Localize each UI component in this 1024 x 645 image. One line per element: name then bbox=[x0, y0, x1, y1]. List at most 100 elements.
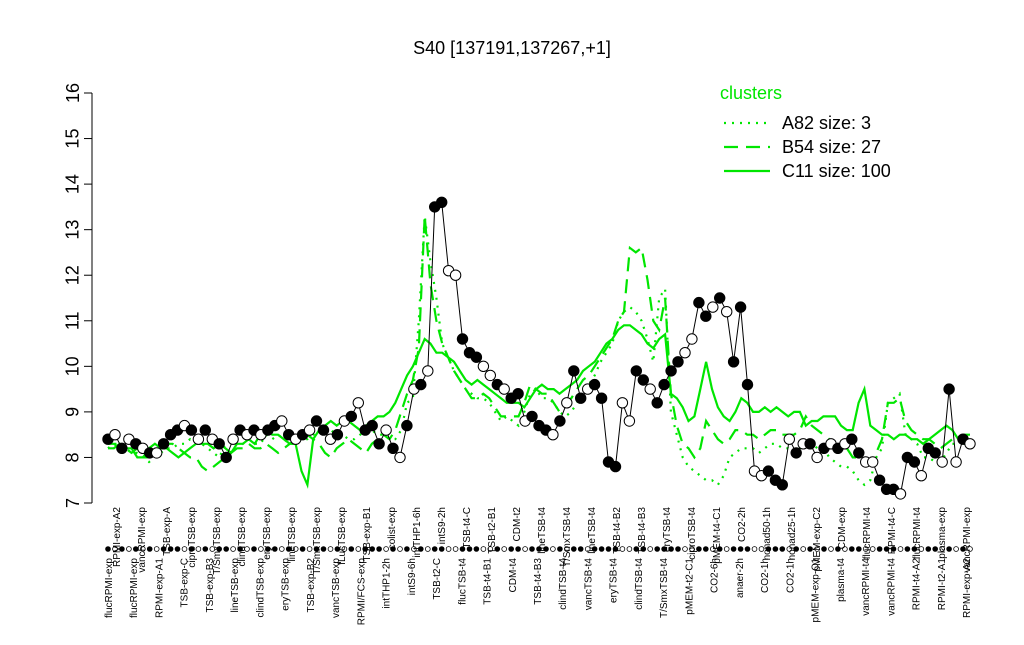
rug-marker bbox=[355, 546, 362, 552]
legend-label: B54 size: 27 bbox=[782, 137, 881, 157]
data-point bbox=[665, 365, 677, 377]
y-tick-label: 7 bbox=[63, 498, 83, 508]
rug-marker bbox=[390, 546, 396, 552]
rug-marker bbox=[953, 546, 959, 552]
x-tick-label: pMEM-exp-C2 bbox=[812, 507, 823, 572]
rug-marker bbox=[633, 546, 640, 552]
rug-marker bbox=[494, 546, 501, 552]
rug-marker bbox=[779, 546, 786, 552]
x-tick-label: colist-exp bbox=[387, 507, 398, 550]
x-tick-label: T/SmxTSB-exp bbox=[312, 507, 323, 575]
rug-marker bbox=[341, 546, 348, 552]
rug-marker bbox=[424, 546, 431, 552]
rug-marker bbox=[383, 546, 389, 552]
data-point bbox=[811, 451, 823, 464]
data-point bbox=[575, 392, 587, 404]
rug-marker bbox=[744, 546, 751, 552]
rug-marker bbox=[153, 546, 160, 552]
rug-marker bbox=[174, 546, 181, 552]
data-point bbox=[394, 451, 406, 464]
rug-marker bbox=[487, 546, 494, 552]
y-axis: 7 8 9 10 11 12 13 14 15 16 bbox=[63, 83, 93, 508]
rug-marker bbox=[869, 546, 876, 552]
data-point bbox=[512, 388, 524, 400]
rug-marker bbox=[417, 546, 424, 552]
data-point bbox=[741, 378, 754, 391]
data-point bbox=[352, 397, 364, 409]
rug-marker bbox=[751, 546, 758, 552]
data-point bbox=[484, 369, 496, 382]
x-tick-label: fLucTSB-exp bbox=[337, 507, 348, 565]
data-point bbox=[943, 383, 955, 395]
data-point bbox=[908, 456, 921, 468]
data-point bbox=[853, 447, 865, 459]
x-tick-label: RPMI-exp-A1 bbox=[154, 558, 165, 618]
rug-marker bbox=[376, 546, 382, 552]
rug-marker bbox=[411, 546, 417, 552]
data-point bbox=[873, 474, 886, 486]
data-point bbox=[526, 410, 538, 423]
x-tick-label: flucRPMI-exp bbox=[129, 558, 140, 618]
x-tick-label: lineTSB-t4 bbox=[537, 507, 548, 554]
data-point bbox=[220, 451, 232, 464]
rug-marker bbox=[181, 546, 188, 552]
rug-marker bbox=[306, 546, 313, 552]
rug-marker bbox=[828, 546, 834, 552]
x-tick-label: RPMI/FCS-exp bbox=[356, 558, 367, 626]
x-tick-label: flucTSB-t4 bbox=[457, 558, 468, 605]
rug-marker bbox=[258, 546, 264, 552]
rug-marker bbox=[925, 546, 932, 552]
x-tick-label: T/SmxTSB-t4 bbox=[562, 507, 573, 567]
data-point bbox=[380, 424, 392, 436]
data-point bbox=[867, 456, 879, 468]
data-point bbox=[422, 365, 434, 377]
data-point bbox=[929, 447, 941, 459]
series-lines bbox=[107, 215, 971, 489]
rug-marker bbox=[897, 546, 904, 552]
data-point bbox=[373, 438, 385, 450]
x-tick-label: pMEM-t2-C1 bbox=[684, 558, 695, 615]
rug-marker bbox=[438, 546, 445, 552]
rug-marker bbox=[369, 546, 376, 552]
rug-marker bbox=[320, 546, 327, 552]
data-point bbox=[616, 397, 629, 409]
data-point bbox=[783, 433, 795, 445]
data-point bbox=[317, 424, 330, 436]
rug-marker bbox=[702, 546, 709, 552]
data-point bbox=[630, 365, 642, 377]
x-tick-label: lineTSB-exp bbox=[230, 558, 241, 613]
rug-marker bbox=[501, 546, 508, 552]
x-tick-label: intS9-6h bbox=[407, 558, 418, 595]
rug-marker bbox=[397, 546, 403, 552]
x-tick-label: clindTSB-exp bbox=[255, 558, 266, 618]
x-tick-label: CO2-2h bbox=[737, 507, 748, 542]
rug-marker bbox=[313, 546, 320, 552]
x-tick-label: T/SmxTSB-exp bbox=[212, 507, 223, 575]
data-point bbox=[637, 374, 649, 386]
x-tick-label: flucRPMI-t4 bbox=[862, 507, 873, 560]
rug-marker bbox=[265, 546, 271, 552]
rug-marker bbox=[807, 546, 813, 552]
y-tick-label: 10 bbox=[63, 356, 83, 376]
rug-marker bbox=[105, 546, 111, 552]
data-point bbox=[651, 397, 663, 409]
rug-marker bbox=[133, 546, 139, 552]
rug-marker bbox=[188, 546, 195, 552]
rug-marker bbox=[473, 546, 480, 552]
rug-marker bbox=[348, 546, 355, 552]
rug-marker bbox=[890, 546, 897, 552]
rug-markers bbox=[105, 546, 973, 552]
data-point bbox=[936, 456, 948, 468]
data-point bbox=[477, 360, 490, 372]
x-tick-label: CO2-1h bbox=[760, 558, 771, 593]
data-point bbox=[310, 415, 323, 427]
x-tick-label: eryTSB-t4 bbox=[662, 507, 673, 552]
data-point bbox=[116, 442, 128, 454]
data-point bbox=[707, 301, 719, 313]
data-point bbox=[734, 301, 747, 313]
x-tick-label: clindTSB-t4 bbox=[558, 558, 569, 610]
data-point bbox=[790, 447, 802, 459]
data-point bbox=[185, 424, 198, 436]
y-tick-label: 13 bbox=[63, 220, 83, 240]
